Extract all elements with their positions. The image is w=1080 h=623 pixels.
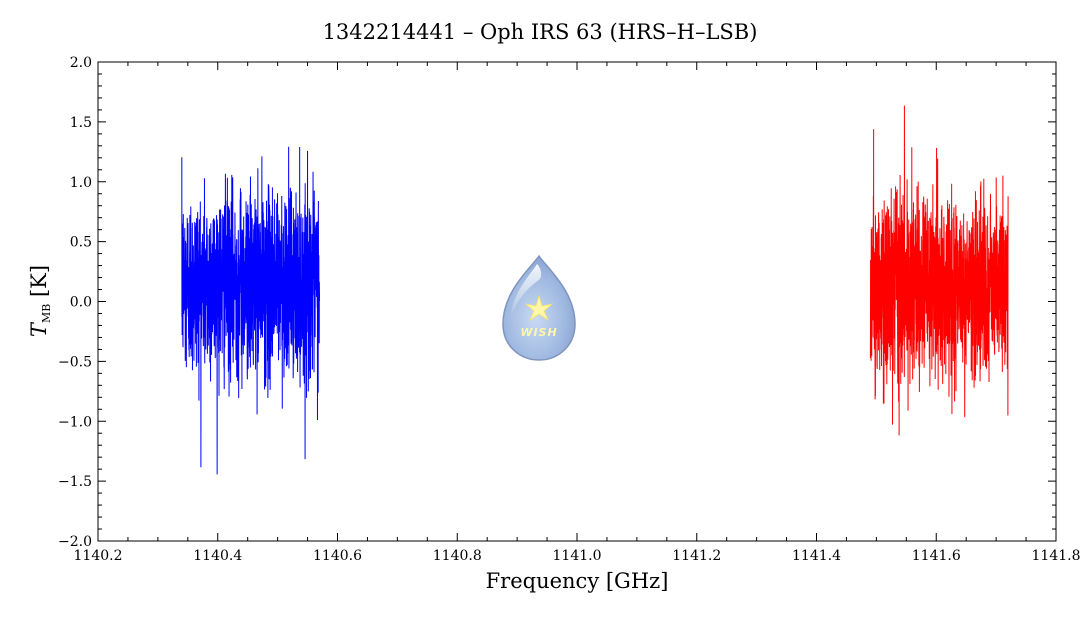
y-tick-label: 0.5 bbox=[70, 235, 92, 251]
x-tick-label: 1141.8 bbox=[1032, 548, 1080, 564]
logo-text: WISH bbox=[520, 326, 557, 339]
x-tick-label: 1141.0 bbox=[553, 548, 602, 564]
y-tick-label: −1.0 bbox=[58, 414, 92, 430]
series-layer bbox=[182, 106, 1008, 475]
y-tick-label: 2.0 bbox=[70, 55, 92, 71]
y-tick-label: −2.0 bbox=[58, 534, 92, 550]
x-axis-label: Frequency [GHz] bbox=[486, 569, 669, 593]
y-axis-label: TMB [K] bbox=[27, 265, 53, 337]
y-tick-label: −0.5 bbox=[58, 354, 92, 370]
y-tick-label: 1.5 bbox=[70, 115, 92, 131]
y-axis-label-unit: [K] bbox=[27, 265, 51, 297]
svg-text:TMB [K]: TMB [K] bbox=[27, 265, 53, 337]
x-tick-label: 1140.4 bbox=[193, 548, 242, 564]
spectrum-series-1 bbox=[182, 147, 320, 475]
y-axis-label-sub: MB bbox=[40, 304, 53, 323]
y-tick-label: −1.5 bbox=[58, 474, 92, 490]
y-tick-label: 0.0 bbox=[70, 295, 92, 311]
x-tick-label: 1141.6 bbox=[912, 548, 961, 564]
x-tick-label: 1140.2 bbox=[74, 548, 123, 564]
x-tick-label: 1140.8 bbox=[433, 548, 482, 564]
chart-title: 1342214441 – Oph IRS 63 (HRS–H–LSB) bbox=[323, 20, 758, 44]
spectrum-series-2 bbox=[870, 106, 1008, 436]
x-tick-label: 1141.2 bbox=[672, 548, 721, 564]
y-tick-label: 1.0 bbox=[70, 175, 92, 191]
x-tick-label: 1140.6 bbox=[313, 548, 362, 564]
water-drop-star-icon: WISH bbox=[503, 256, 575, 360]
x-tick-label: 1141.4 bbox=[792, 548, 841, 564]
